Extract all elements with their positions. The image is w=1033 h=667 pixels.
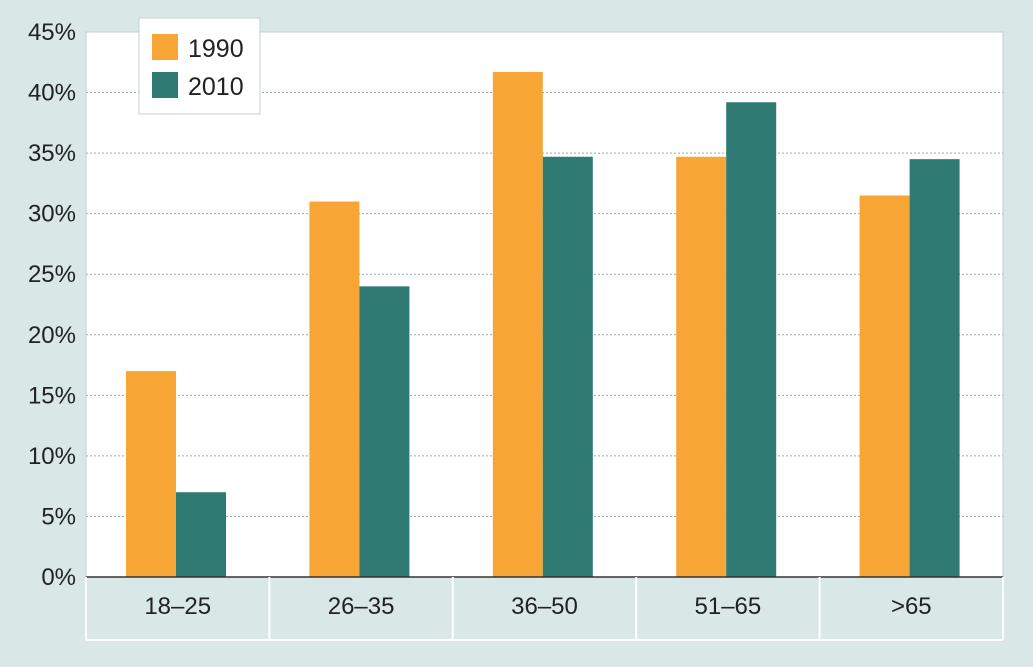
x-tick-label: 18–25	[144, 593, 211, 620]
x-tick-label: >65	[891, 593, 932, 620]
bar-2010->65	[909, 159, 960, 577]
bar-1990->65	[859, 195, 910, 577]
bar-1990-26–35	[309, 201, 360, 578]
bar-1990-36–50	[492, 71, 543, 577]
y-tick-label: 25%	[28, 261, 76, 288]
bars	[126, 71, 960, 578]
legend-swatch-1990	[152, 34, 178, 60]
legend-label: 2010	[188, 73, 244, 101]
y-tick-label: 5%	[41, 503, 76, 530]
y-tick-label: 30%	[28, 201, 76, 228]
bar-2010-26–35	[359, 286, 410, 577]
x-tick-label: 51–65	[695, 593, 762, 620]
bar-2010-18–25	[176, 492, 226, 577]
bar-1990-51–65	[676, 156, 727, 577]
legend: 1990 2010	[138, 17, 261, 115]
y-tick-label: 35%	[28, 140, 76, 167]
legend-label: 1990	[188, 35, 244, 63]
bar-1990-18–25	[126, 371, 176, 577]
bar-2010-36–50	[542, 156, 593, 577]
y-tick-label: 0%	[41, 564, 76, 591]
y-tick-label: 15%	[28, 382, 76, 409]
x-axis-category-cells: 18–25 26–35 36–50 51–65 >65	[85, 577, 1004, 641]
bar-2010-51–65	[726, 102, 777, 577]
y-tick-label: 40%	[28, 80, 76, 107]
y-tick-label: 45%	[28, 19, 76, 46]
y-tick-label: 10%	[28, 443, 76, 470]
y-tick-label: 20%	[28, 322, 76, 349]
x-tick-label: 26–35	[328, 593, 395, 620]
y-axis-tick-labels: 0% 5% 10% 15% 20% 25% 30% 35% 40% 45%	[28, 19, 76, 591]
legend-swatch-2010	[152, 72, 178, 98]
x-tick-label: 36–50	[511, 593, 578, 620]
